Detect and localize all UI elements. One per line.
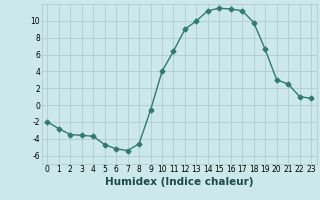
X-axis label: Humidex (Indice chaleur): Humidex (Indice chaleur) [105, 177, 253, 187]
